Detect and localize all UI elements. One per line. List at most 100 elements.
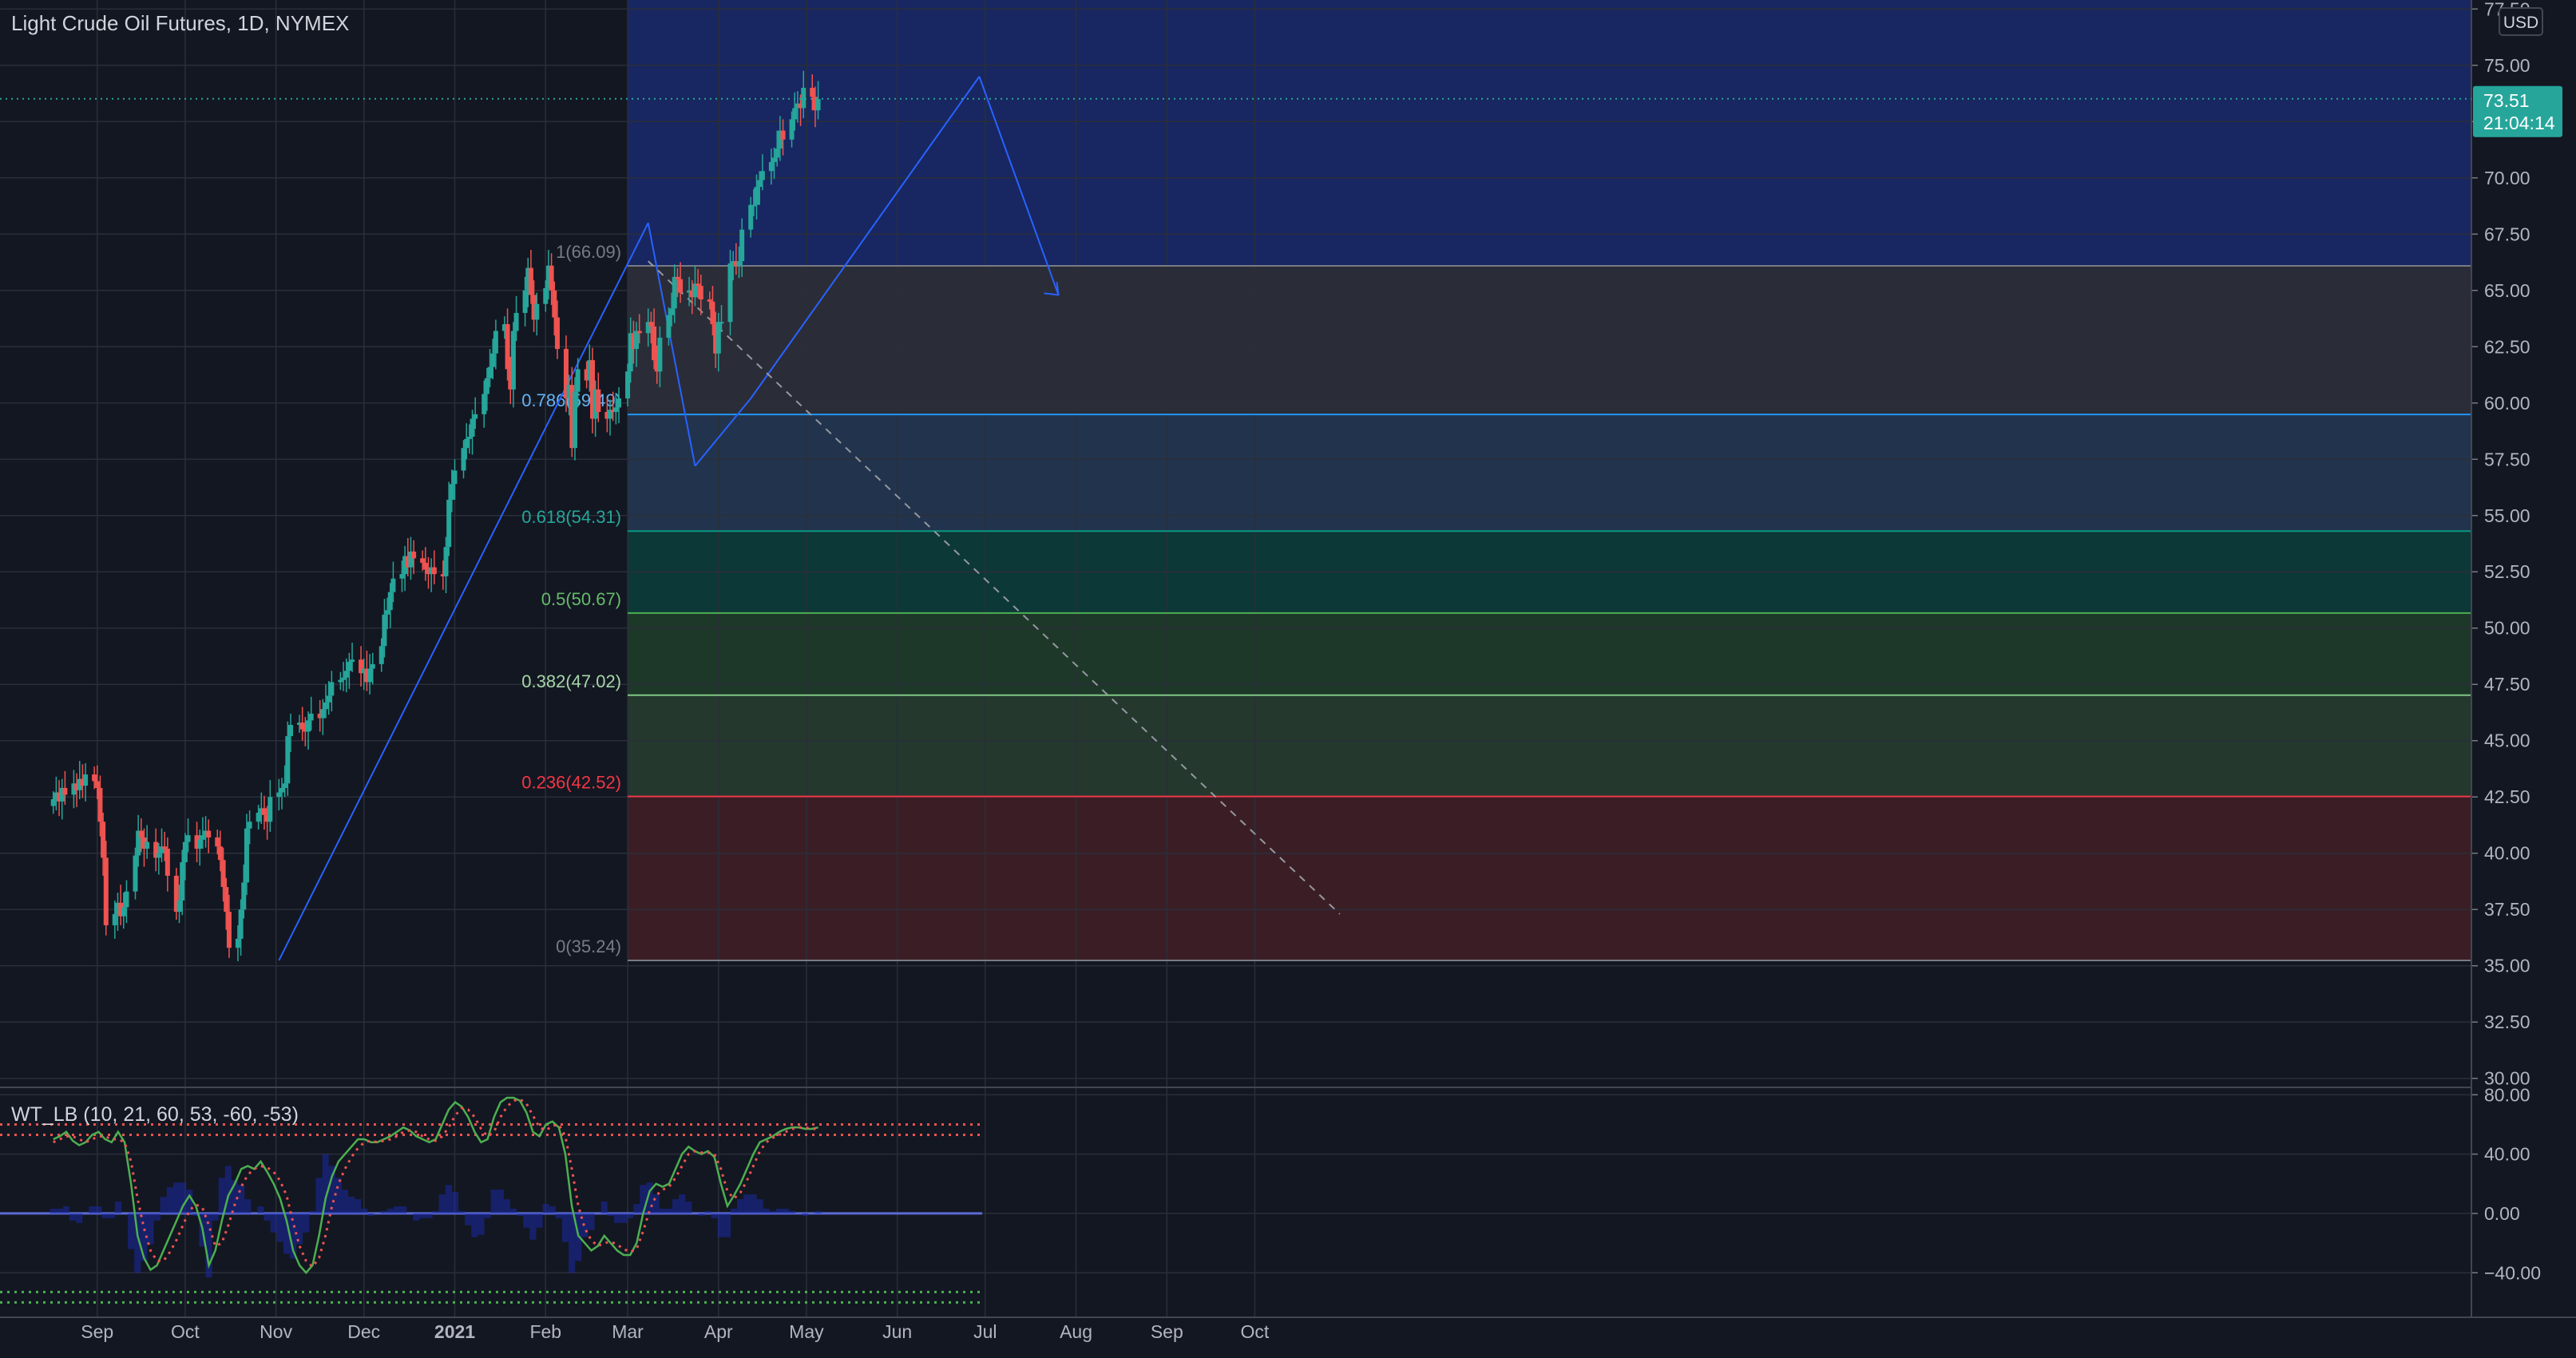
candle[interactable] [426,556,431,589]
candle[interactable] [696,268,701,299]
candle[interactable] [367,654,373,695]
candle[interactable] [156,843,161,875]
candle[interactable] [297,715,302,733]
candle[interactable] [220,847,226,902]
candle[interactable] [382,599,387,658]
candle[interactable] [285,721,291,796]
candle[interactable] [308,696,314,731]
candle[interactable] [608,399,613,436]
candle[interactable] [200,817,205,849]
candle[interactable] [259,792,264,825]
wt2-line[interactable] [53,1098,818,1269]
candle[interactable] [613,393,619,425]
candle[interactable] [341,662,347,691]
candle[interactable] [112,900,117,939]
candle[interactable] [138,818,144,853]
candle[interactable] [733,243,739,275]
candle[interactable] [754,174,759,220]
candle[interactable] [402,545,408,592]
candle[interactable] [159,828,164,863]
candle[interactable] [326,681,331,715]
candle[interactable] [343,658,349,693]
candle[interactable] [715,312,721,372]
candle[interactable] [359,646,364,687]
candle[interactable] [317,699,323,732]
candle[interactable] [484,368,489,411]
candle[interactable] [241,864,247,919]
candle[interactable] [136,814,141,867]
candle[interactable] [59,778,65,820]
candle[interactable] [575,358,581,408]
candle[interactable] [759,154,765,191]
candle[interactable] [54,776,59,811]
candle[interactable] [422,547,428,581]
candle[interactable] [669,292,675,327]
candle[interactable] [531,280,537,332]
candle[interactable] [180,849,185,916]
candle[interactable] [645,308,651,347]
candle[interactable] [464,423,470,460]
candle[interactable] [768,148,774,185]
candle[interactable] [101,812,106,876]
candle[interactable] [390,561,396,603]
candle[interactable] [282,765,287,798]
candle[interactable] [672,264,677,323]
candle[interactable] [329,671,335,712]
candle[interactable] [652,308,657,370]
candle[interactable] [569,366,575,457]
candle[interactable] [775,130,780,167]
candle[interactable] [510,322,516,408]
candle[interactable] [549,253,554,306]
candle[interactable] [411,540,417,575]
candle[interactable] [133,847,138,900]
candle[interactable] [616,387,622,424]
candle[interactable] [50,791,56,814]
candle[interactable] [306,711,311,750]
candle[interactable] [405,537,410,576]
candle[interactable] [692,265,698,307]
candle[interactable] [97,775,103,837]
candle[interactable] [77,761,82,800]
candle[interactable] [501,316,507,339]
candle[interactable] [473,397,478,430]
candle[interactable] [687,276,692,307]
candle[interactable] [534,292,540,336]
candle[interactable] [408,536,414,580]
candle[interactable] [121,893,126,929]
candle[interactable] [238,899,244,956]
candle[interactable] [71,770,77,809]
candle[interactable] [566,374,572,416]
wt1-line[interactable] [53,1096,818,1275]
candle[interactable] [276,778,282,811]
candle[interactable] [795,91,800,123]
candle[interactable] [461,440,466,479]
candle[interactable] [487,349,493,388]
candle[interactable] [124,880,129,924]
candle[interactable] [657,326,663,388]
trend-line[interactable] [978,76,1060,295]
candle[interactable] [634,322,640,367]
candle[interactable] [490,339,496,380]
candle[interactable] [399,560,405,592]
candle[interactable] [666,307,672,346]
trend-line[interactable] [750,76,981,399]
candle[interactable] [94,765,100,800]
candle[interactable] [771,147,777,180]
candle[interactable] [482,380,487,428]
candle[interactable] [470,410,475,455]
candle[interactable] [338,671,343,691]
candle[interactable] [625,363,631,406]
candle[interactable] [493,319,498,370]
candle[interactable] [145,825,150,859]
currency-button[interactable]: USD [2499,7,2543,36]
candle[interactable] [443,536,449,594]
candle[interactable] [552,281,557,336]
candle[interactable] [185,818,191,853]
candle[interactable] [543,280,549,312]
candle[interactable] [545,250,551,300]
candle[interactable] [92,766,97,790]
candle[interactable] [596,372,601,422]
candle[interactable] [631,320,636,364]
candle[interactable] [675,267,680,298]
candle[interactable] [719,305,724,332]
